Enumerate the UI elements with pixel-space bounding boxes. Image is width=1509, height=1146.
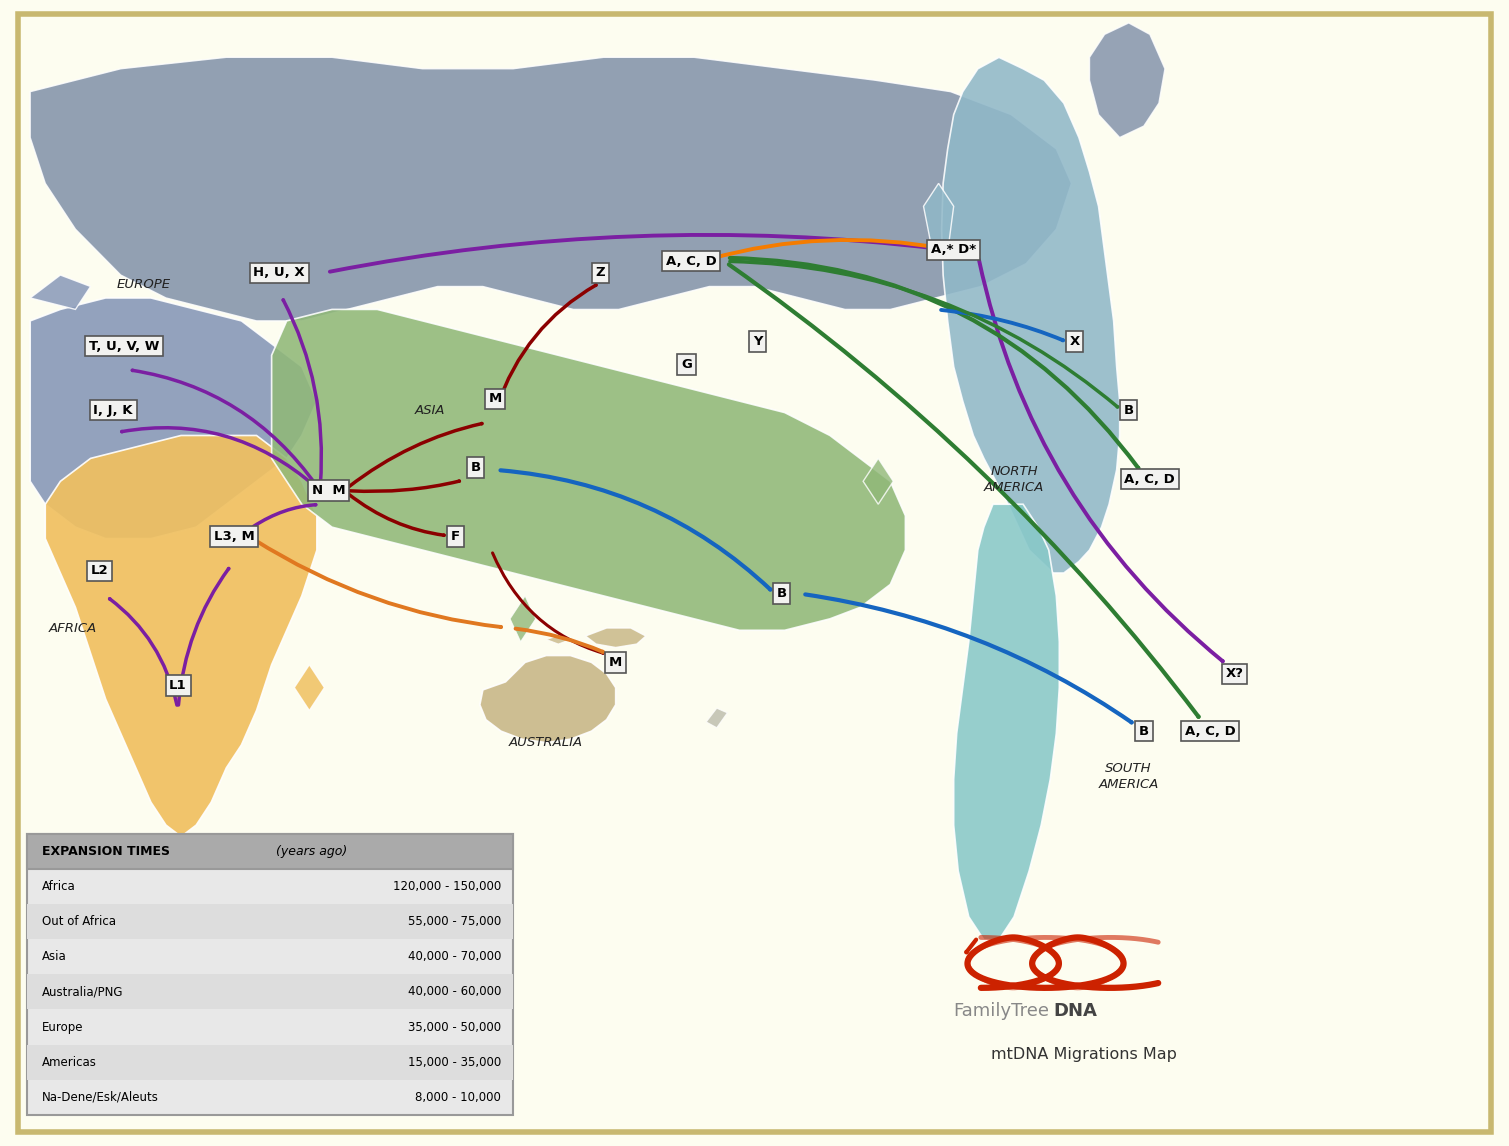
Text: Australia/PNG: Australia/PNG <box>42 986 124 998</box>
Text: 8,000 - 10,000: 8,000 - 10,000 <box>415 1091 501 1104</box>
Text: FamilyTree: FamilyTree <box>952 1002 1049 1020</box>
Text: X: X <box>1070 335 1079 348</box>
Text: DNA: DNA <box>1053 1002 1097 1020</box>
Polygon shape <box>272 309 905 630</box>
Text: ASIA: ASIA <box>415 403 445 417</box>
Text: Asia: Asia <box>42 950 66 963</box>
Polygon shape <box>706 708 727 728</box>
Text: B: B <box>1124 403 1133 417</box>
Text: X?: X? <box>1225 667 1243 681</box>
Text: 55,000 - 75,000: 55,000 - 75,000 <box>407 915 501 928</box>
Text: Europe: Europe <box>42 1021 85 1034</box>
Text: 40,000 - 70,000: 40,000 - 70,000 <box>407 950 501 963</box>
Text: G: G <box>681 358 693 371</box>
Text: EXPANSION TIMES: EXPANSION TIMES <box>42 845 180 858</box>
Text: L1: L1 <box>169 678 187 692</box>
FancyBboxPatch shape <box>27 974 513 1010</box>
Polygon shape <box>546 635 570 644</box>
Text: Na-Dene/Esk/Aleuts: Na-Dene/Esk/Aleuts <box>42 1091 158 1104</box>
Text: F: F <box>451 529 460 543</box>
Polygon shape <box>294 665 324 711</box>
Text: N  M: N M <box>312 484 346 497</box>
Polygon shape <box>30 275 91 309</box>
FancyBboxPatch shape <box>27 904 513 939</box>
Polygon shape <box>480 656 616 743</box>
Text: T, U, V, W: T, U, V, W <box>89 339 158 353</box>
Text: A,* D*: A,* D* <box>931 243 976 257</box>
FancyBboxPatch shape <box>27 1045 513 1080</box>
Text: 15,000 - 35,000: 15,000 - 35,000 <box>407 1055 501 1069</box>
Polygon shape <box>954 504 1059 940</box>
Polygon shape <box>510 596 536 642</box>
Text: A, C, D: A, C, D <box>1124 472 1176 486</box>
Text: H, U, X: H, U, X <box>254 266 305 280</box>
Polygon shape <box>863 458 893 504</box>
Text: NORTH
AMERICA: NORTH AMERICA <box>984 464 1044 494</box>
Text: Y: Y <box>753 335 762 348</box>
Text: M: M <box>489 392 501 406</box>
Text: EUROPE: EUROPE <box>116 277 171 291</box>
Text: B: B <box>777 587 786 601</box>
Polygon shape <box>45 435 317 837</box>
Text: M: M <box>610 656 622 669</box>
FancyBboxPatch shape <box>27 834 513 869</box>
Text: 120,000 - 150,000: 120,000 - 150,000 <box>392 880 501 893</box>
Text: I, J, K: I, J, K <box>94 403 133 417</box>
Text: AUSTRALIA: AUSTRALIA <box>509 736 584 749</box>
Text: Out of Africa: Out of Africa <box>42 915 116 928</box>
Text: AFRICA: AFRICA <box>48 621 97 635</box>
FancyBboxPatch shape <box>27 834 513 1115</box>
Polygon shape <box>585 628 646 647</box>
Text: B: B <box>1139 724 1148 738</box>
Text: Africa: Africa <box>42 880 75 893</box>
Text: L2: L2 <box>91 564 109 578</box>
Text: SOUTH
AMERICA: SOUTH AMERICA <box>1099 762 1159 792</box>
Text: 35,000 - 50,000: 35,000 - 50,000 <box>407 1021 501 1034</box>
Text: B: B <box>471 461 480 474</box>
Polygon shape <box>924 183 954 252</box>
Polygon shape <box>1089 23 1165 138</box>
Text: A, C, D: A, C, D <box>665 254 717 268</box>
Polygon shape <box>30 57 1071 321</box>
Text: 40,000 - 60,000: 40,000 - 60,000 <box>407 986 501 998</box>
Text: (years ago): (years ago) <box>276 845 347 858</box>
Polygon shape <box>30 298 317 539</box>
Text: L3, M: L3, M <box>213 529 255 543</box>
Polygon shape <box>942 57 1120 573</box>
Text: mtDNA Migrations Map: mtDNA Migrations Map <box>990 1046 1177 1062</box>
Text: Z: Z <box>596 266 605 280</box>
Text: Americas: Americas <box>42 1055 97 1069</box>
Text: A, C, D: A, C, D <box>1185 724 1236 738</box>
